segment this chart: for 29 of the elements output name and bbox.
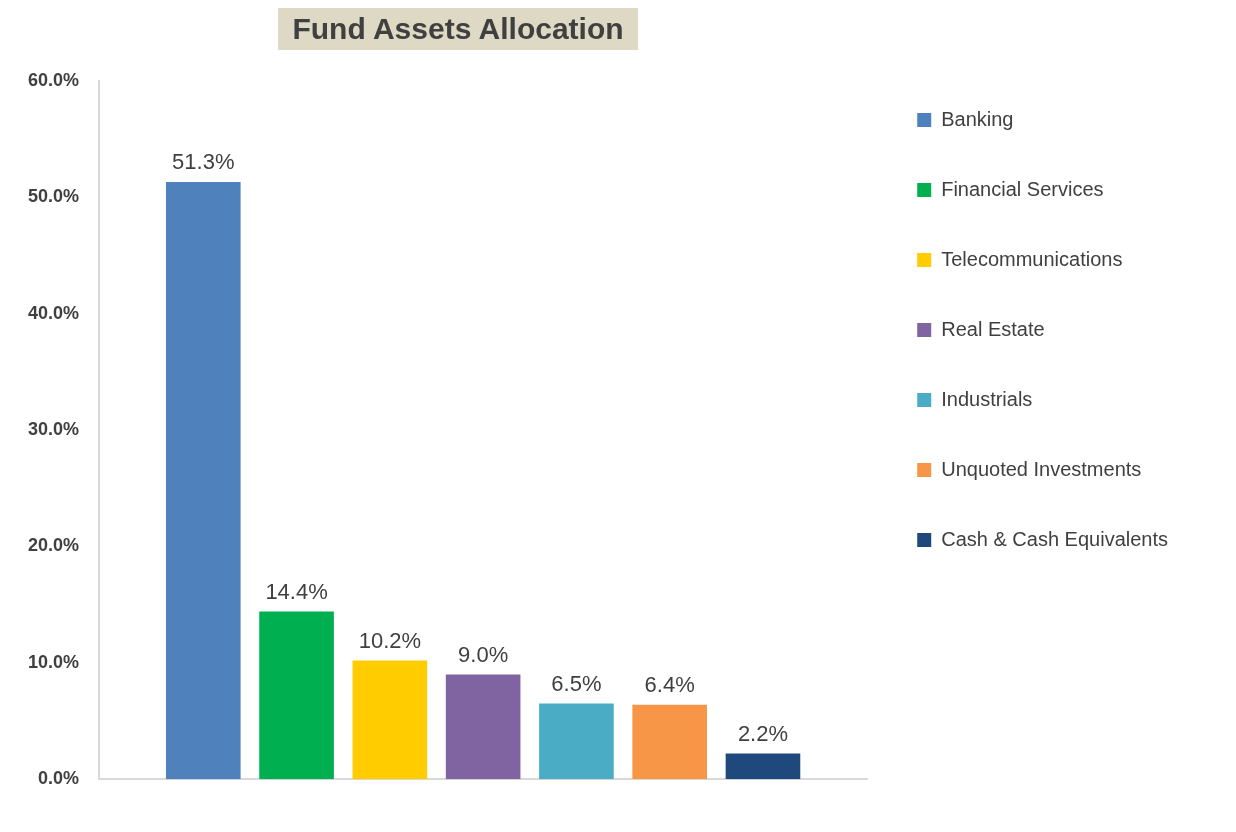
bar	[165, 182, 241, 780]
data-label: 10.2%	[358, 627, 422, 653]
bar	[725, 753, 801, 780]
bar	[539, 703, 614, 780]
y-tick-label: 10.0%	[27, 651, 80, 672]
data-label: 6.4%	[644, 671, 695, 697]
bar	[445, 674, 521, 780]
y-tick-label: 30.0%	[27, 418, 80, 439]
y-tick-label: 50.0%	[27, 186, 80, 207]
legend-label: Telecommunications	[941, 247, 1123, 270]
data-label: 51.3%	[172, 149, 235, 175]
legend-label: Financial Services	[941, 177, 1104, 200]
y-tick-label: 20.0%	[27, 535, 80, 556]
chart-title: Fund Assets Allocation	[278, 8, 638, 50]
y-tick-label: 0.0%	[38, 768, 80, 789]
legend-label: Banking	[941, 107, 1014, 130]
data-label: 9.0%	[458, 641, 509, 667]
y-tick-label: 40.0%	[27, 302, 80, 323]
legend-label: Cash & Cash Equivalents	[941, 527, 1169, 550]
data-label: 6.5%	[551, 670, 602, 696]
data-label: 2.2%	[737, 720, 789, 746]
y-tick-label: 60.0%	[27, 69, 80, 90]
bar	[352, 660, 428, 780]
legend-label: Industrials	[941, 387, 1033, 410]
bar	[259, 611, 334, 780]
bar	[632, 704, 707, 780]
legend-label: Real Estate	[941, 317, 1045, 340]
legend-label: Unquoted Investments	[941, 457, 1142, 480]
data-label: 14.4%	[265, 578, 328, 604]
